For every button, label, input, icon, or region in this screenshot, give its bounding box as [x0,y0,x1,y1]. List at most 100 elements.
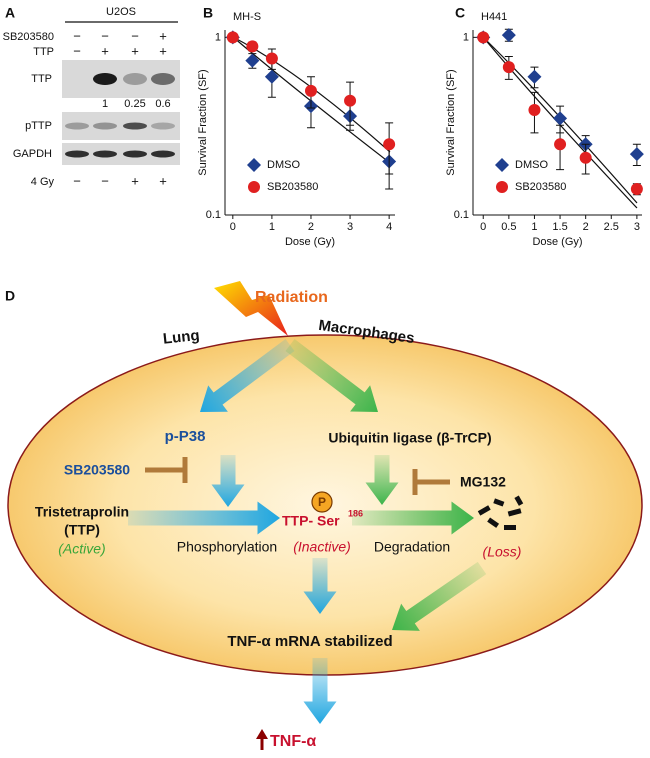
point [528,103,541,116]
band [65,122,89,130]
legend-marker [247,158,261,172]
band [151,150,175,158]
point [304,84,317,97]
x-tick-label: 1.5 [552,221,567,233]
arrow [392,561,487,631]
x-tick-label: 2 [583,221,589,233]
legend-label: DMSO [515,159,548,171]
x-tick-label: 0 [480,221,486,233]
y-axis-label: Survival Fraction (SF) [197,69,209,175]
legend-marker [248,181,260,193]
band [123,150,147,158]
cell-line: U2OS [106,6,136,18]
x-tick-label: 2.5 [604,221,619,233]
ratio: 1 [102,98,108,110]
y-axis-label: Survival Fraction (SF) [445,69,457,175]
band [65,150,89,158]
context: Lung [162,327,200,348]
sign: − [73,28,81,43]
ratio: 0.25 [124,98,145,110]
legend-label: SB203580 [267,181,318,193]
legend-marker [496,181,508,193]
sign: − [131,28,139,43]
point [344,94,357,107]
ratio: 0.6 [155,98,170,110]
y-tick-label: 0.1 [454,209,469,221]
band-label: GAPDH [13,148,52,160]
point [246,40,259,53]
x-tick-label: 1 [269,221,275,233]
sign: − [73,43,81,58]
sign: + [159,43,167,58]
lightning [214,281,288,336]
point [629,147,644,162]
arrow [365,455,399,505]
arrow [303,658,337,724]
fit-curve [482,36,638,204]
condition-label: TTP [33,46,54,58]
x-tick-label: 4 [386,221,392,233]
band [93,73,117,85]
up-arrow-head [256,729,268,739]
band-label: pTTP [25,120,52,132]
point [554,138,567,151]
step: Degradation [374,539,450,555]
product-state: (Inactive) [293,539,351,555]
arrow [285,339,378,412]
ligase: Ubiquitin ligase (β-TrCP) [328,430,491,446]
sign: + [131,173,139,188]
treatment-label: 4 Gy [31,176,55,188]
sign: − [101,28,109,43]
arrow [303,558,337,614]
inhibitor: MG132 [460,474,506,490]
point [265,52,278,65]
panel-label: B [203,5,213,21]
point [527,69,542,84]
y-tick-label: 1 [463,31,469,43]
x-tick-label: 1 [531,221,537,233]
band-label: TTP [31,73,52,85]
band [151,73,175,85]
arrow [200,338,295,412]
condition-label: SB203580 [3,31,54,43]
x-tick-label: 0 [230,221,236,233]
y-tick-label: 1 [215,31,221,43]
x-tick-label: 0.5 [501,221,516,233]
blot-box [62,112,180,140]
substrate-state: (Active) [58,541,105,557]
y-tick-label: 0.1 [206,209,221,221]
point [630,183,643,196]
point [553,111,568,126]
x-tick-label: 3 [634,221,640,233]
point [264,69,279,84]
band [123,122,147,130]
legend-label: SB203580 [515,181,566,193]
point [502,61,515,74]
chart-title: MH-S [233,11,261,23]
sign: + [159,173,167,188]
kinase: p-P38 [165,428,206,445]
fit-curve [482,36,638,209]
substrate-abbr: (TTP) [64,522,100,538]
sign: + [131,43,139,58]
arrow [352,501,474,535]
sign: − [73,173,81,188]
point [501,28,516,43]
stimulus: Radiation [255,289,328,306]
step: Phosphorylation [177,539,277,555]
arrow [128,501,280,535]
phospho-circle [311,491,333,513]
loss: (Loss) [483,544,522,560]
x-tick-label: 3 [347,221,353,233]
legend-label: DMSO [267,159,300,171]
sign: − [101,173,109,188]
substrate: Tristetraprolin [35,504,129,520]
band [93,122,117,130]
x-axis-label: Dose (Gy) [285,236,335,248]
panel-label: A [5,5,15,21]
x-axis-label: Dose (Gy) [532,236,582,248]
panel-label: C [455,5,465,21]
inhibitor: SB203580 [64,462,130,478]
point [245,53,260,68]
